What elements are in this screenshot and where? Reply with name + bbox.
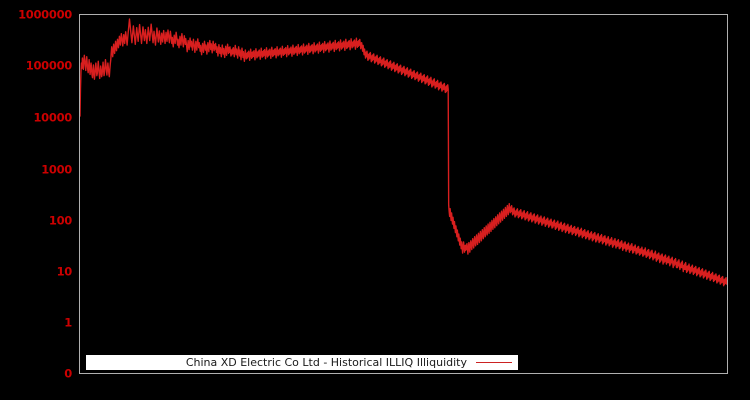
line-sample-icon (476, 362, 512, 363)
plot-area (79, 14, 728, 374)
y-tick-label-1000000: 1000000 (18, 7, 72, 22)
y-tick-label-1: 1 (64, 315, 72, 330)
y-tick-label-0: 0 (64, 366, 72, 381)
illiq-series-line (80, 18, 727, 287)
y-tick-label-10: 10 (56, 264, 73, 279)
legend: China XD Electric Co Ltd - Historical IL… (86, 355, 518, 370)
illiq-series-plot (80, 18, 727, 287)
y-tick-label-100: 100 (48, 213, 72, 228)
y-tick-label-1000: 1000 (41, 162, 72, 177)
y-axis: 1000000 100000 10000 1000 100 10 1 0 (0, 0, 79, 400)
y-tick-label-100000: 100000 (25, 58, 73, 73)
y-tick-label-10000: 10000 (33, 110, 72, 125)
legend-label: China XD Electric Co Ltd - Historical IL… (185, 356, 467, 369)
